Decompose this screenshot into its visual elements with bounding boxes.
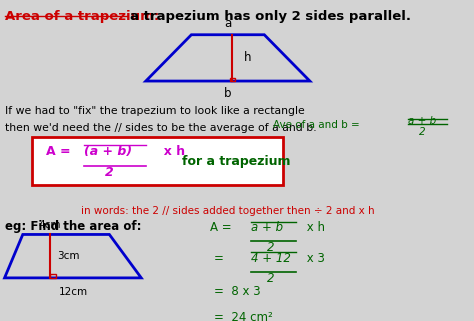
Text: 2: 2 (419, 127, 426, 137)
Text: A =: A = (210, 221, 235, 234)
Text: 3cm: 3cm (57, 251, 80, 261)
Text: =  24 cm²: = 24 cm² (214, 311, 273, 321)
Text: eg: Find the area of:: eg: Find the area of: (5, 220, 141, 233)
Text: a: a (224, 17, 231, 30)
Text: 2: 2 (105, 166, 114, 178)
Text: 4 + 12: 4 + 12 (251, 252, 291, 265)
Bar (32, 137, 283, 185)
Text: Area of a trapezium:: Area of a trapezium: (5, 10, 159, 23)
Text: =  8 x 3: = 8 x 3 (214, 285, 261, 298)
Text: (a + b): (a + b) (84, 145, 132, 158)
Text: b: b (224, 87, 232, 100)
Text: a + b: a + b (251, 221, 283, 234)
Text: =: = (214, 252, 228, 265)
Text: x h: x h (303, 221, 325, 234)
Bar (229, 78, 235, 81)
Text: If we had to "fix" the trapezium to look like a rectangle: If we had to "fix" the trapezium to look… (5, 106, 304, 116)
Text: then we'd need the // sides to be the average of a and b.: then we'd need the // sides to be the av… (5, 123, 316, 133)
Text: 2: 2 (266, 272, 274, 284)
Text: a + b: a + b (408, 116, 436, 126)
Text: 2: 2 (266, 241, 274, 254)
Text: x 3: x 3 (303, 252, 325, 265)
Text: h: h (244, 51, 251, 65)
Text: A =: A = (46, 145, 74, 158)
Text: 4cm: 4cm (39, 220, 61, 230)
Text: Ave of a and b =: Ave of a and b = (273, 120, 364, 130)
Text: for a trapezium: for a trapezium (182, 155, 291, 168)
Text: a trapezium has only 2 sides parallel.: a trapezium has only 2 sides parallel. (130, 10, 411, 23)
Text: x h: x h (155, 145, 185, 158)
Text: 12cm: 12cm (58, 287, 88, 297)
Bar (50, 274, 55, 278)
Text: in words: the 2 // sides added together then ÷ 2 and x h: in words: the 2 // sides added together … (81, 205, 374, 215)
